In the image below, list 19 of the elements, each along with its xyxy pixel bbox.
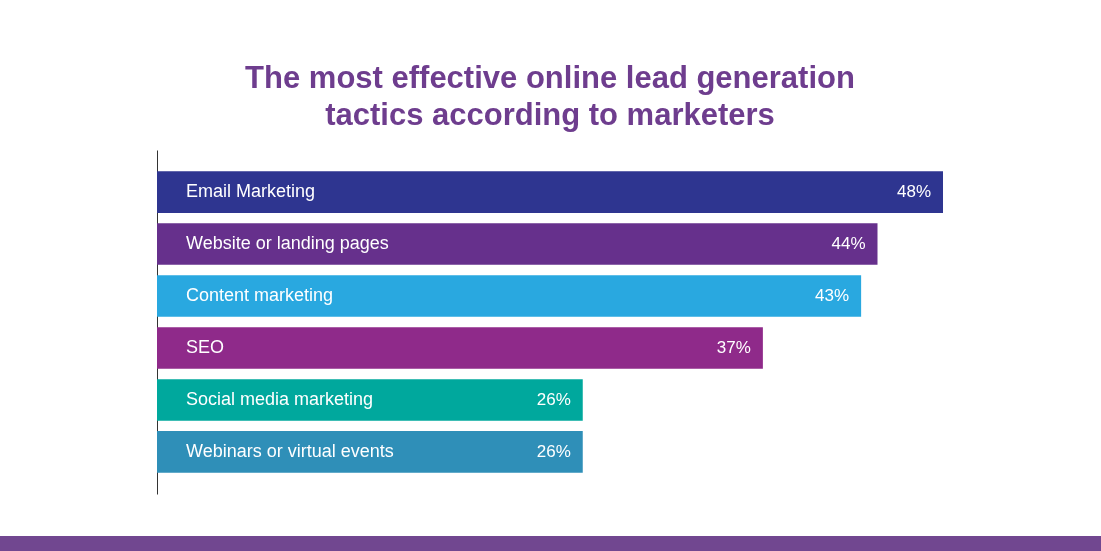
y-tick-label: Social media marketing xyxy=(186,388,374,409)
bar xyxy=(157,171,943,213)
bar xyxy=(157,379,583,421)
data-label: 48% xyxy=(896,182,931,202)
data-label: 37% xyxy=(716,337,751,357)
y-tick-label: SEO xyxy=(186,336,225,357)
data-label: 26% xyxy=(536,441,571,461)
data-label: 43% xyxy=(815,286,850,306)
y-tick-label: Content marketing xyxy=(186,285,334,306)
y-tick-label: Webinars or virtual events xyxy=(186,440,394,461)
data-label: 26% xyxy=(536,389,571,409)
bar xyxy=(157,327,763,369)
bar xyxy=(157,223,878,265)
bar xyxy=(157,275,862,317)
chart-title: The most effective online lead generation tactics according to marketers xyxy=(245,60,855,132)
y-tick-label: Email Marketing xyxy=(186,181,316,202)
data-label: 44% xyxy=(831,234,866,254)
y-tick-label: Website or landing pages xyxy=(186,233,389,254)
bar xyxy=(157,431,583,473)
